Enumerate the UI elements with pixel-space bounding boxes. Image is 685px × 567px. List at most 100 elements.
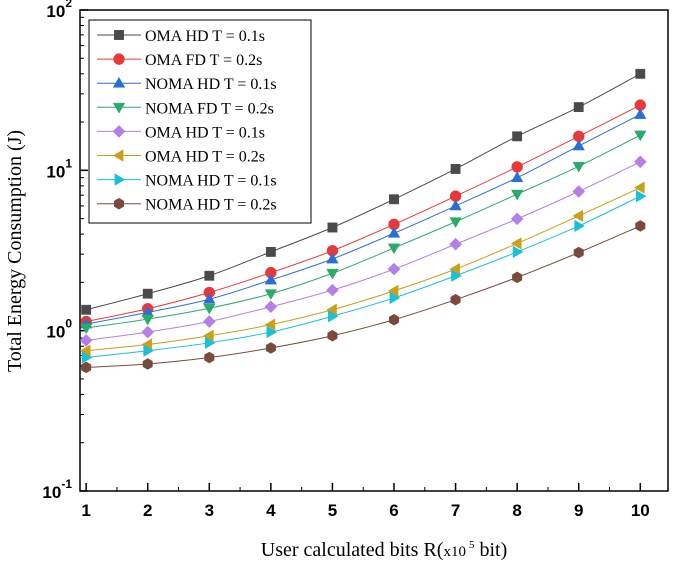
series-1 [81,68,646,315]
data-point [143,344,154,357]
series-line [86,225,641,368]
legend-label: NOMA FD T = 0.2s [145,100,274,117]
data-point [81,304,92,315]
data-point [203,303,216,315]
legend-marker [112,76,126,88]
legend-item: NOMA HD T = 0.1s [97,173,277,190]
series-line [86,161,641,341]
data-point [634,181,645,194]
data-point [204,270,215,281]
data-point [203,292,216,304]
legend-marker [114,30,124,40]
data-point [634,130,647,142]
data-point [204,351,215,364]
x-axis-ticks: 1 2 3 4 5 6 7 8 9 10 [81,483,650,520]
y-tick-label-exponent: 0 [65,317,72,331]
y-tick-label-base: 10 [46,323,65,342]
x-tick-label: 10 [631,501,650,520]
legend-label: OMA HD T = 0.2s [145,149,265,166]
data-point [264,318,276,331]
series-line [86,187,641,352]
series-5 [79,155,647,347]
series-6 [79,181,645,357]
data-point [142,358,153,370]
legend-label: NOMA HD T = 0.1s [145,173,277,190]
data-point [510,237,522,250]
data-point [266,325,278,339]
data-point [79,323,93,335]
data-point [202,315,216,328]
data-point [449,217,462,229]
data-point [512,131,523,142]
data-point [265,342,276,354]
legend-marker [112,149,124,162]
data-point [81,361,92,374]
x-tick-label: 2 [143,501,152,520]
x-tick-label: 4 [266,501,276,520]
data-point [142,288,153,299]
series-line [86,73,641,311]
legend: OMA HD T = 0.1s OMA FD T = 0.2s NOMA HD T … [88,19,312,224]
legend-marker [114,173,126,186]
y-tick-label: 102 [46,0,72,21]
data-point [326,283,339,297]
data-point [572,209,584,223]
legend-label: NOMA HD T = 0.1s [145,76,277,93]
data-point [389,194,399,205]
y-tick-label-base: 10 [42,483,61,502]
y-tick-label-exponent: 2 [65,0,72,10]
legend-item: OMA HD T = 0.1s [97,124,265,141]
legend-item: OMA FD T = 0.2s [97,52,262,69]
data-point [572,185,586,198]
series-7 [81,189,647,364]
data-point [573,102,584,113]
x-tick-label: 6 [389,501,398,520]
data-point [510,212,524,226]
data-point [327,222,338,233]
x-tick-label: 9 [574,501,583,520]
series-layer [79,68,647,374]
series-line [86,114,641,325]
data-point [326,268,339,280]
data-point [510,189,524,201]
legend-item: NOMA HD T = 0.2s [97,197,277,214]
legend-item: NOMA FD T = 0.2s [97,100,274,117]
legend-marker [112,124,126,138]
data-point [450,293,461,306]
data-point [510,171,524,183]
series-4 [79,130,647,335]
data-point [449,237,462,251]
data-point [387,243,401,255]
x-tick-label: 5 [328,501,337,520]
legend-marker [113,197,125,210]
legend-items: OMA HD T = 0.1s OMA FD T = 0.2s NOMA HD T … [97,28,277,214]
x-tick-label: 8 [512,501,521,520]
data-point [264,300,278,314]
data-point [512,271,523,284]
series-line [86,195,641,359]
data-point [635,220,646,232]
legend-marker [113,53,125,65]
data-point [634,108,647,119]
x-tick-label: 3 [205,501,214,520]
y-tick-label-base: 10 [46,2,65,21]
x-axis-title: User calculated bits R(x10 5 bit) [261,539,508,561]
data-point [264,289,278,300]
x-tick-label: 7 [451,501,460,520]
data-point [387,284,399,298]
series-8 [81,220,646,374]
data-point [572,139,585,151]
data-point [511,161,523,173]
legend-marker [112,102,126,114]
series-line [86,134,641,329]
data-point [203,329,214,342]
data-point [387,262,401,276]
data-point [327,329,338,342]
data-point [573,246,584,259]
legend-item: OMA HD T = 0.2s [97,149,265,166]
legend-item: OMA HD T = 0.1s [97,28,265,45]
data-point [572,161,585,173]
data-point [388,313,400,326]
data-point [204,336,216,350]
